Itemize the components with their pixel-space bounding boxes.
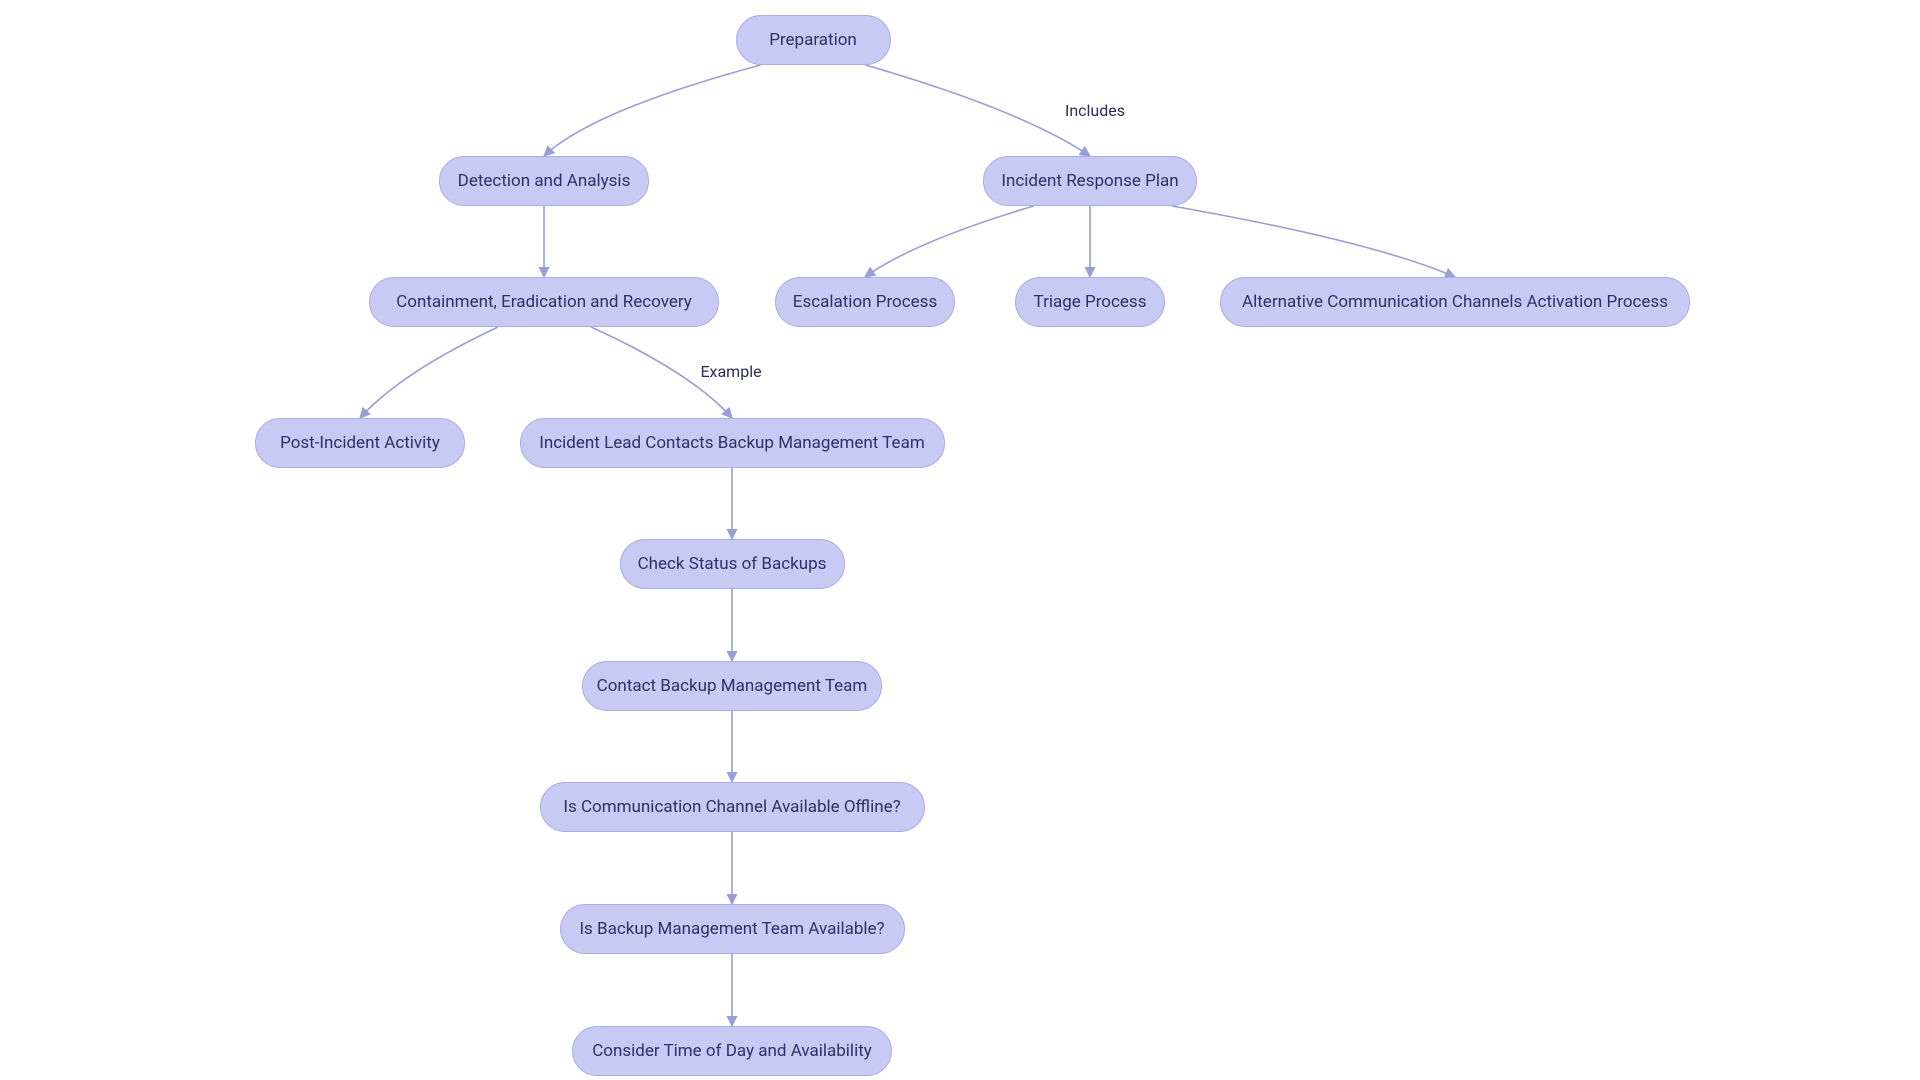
edge-irp-altcomm [1172, 206, 1455, 277]
node-triage: Triage Process [1015, 277, 1165, 327]
node-containment: Containment, Eradication and Recovery [369, 277, 719, 327]
node-checkstatus: Check Status of Backups [620, 539, 845, 589]
edge-label-containment-leadcontacts: Example [698, 362, 763, 381]
edge-containment-postincident [360, 327, 498, 418]
node-label: Incident Lead Contacts Backup Management… [539, 433, 924, 453]
node-label: Contact Backup Management Team [597, 676, 868, 696]
node-postincident: Post-Incident Activity [255, 418, 465, 468]
node-leadcontacts: Incident Lead Contacts Backup Management… [520, 418, 945, 468]
node-altcomm: Alternative Communication Channels Activ… [1220, 277, 1690, 327]
node-label: Consider Time of Day and Availability [592, 1041, 872, 1061]
edge-irp-escalation [865, 206, 1034, 277]
node-contactteam: Contact Backup Management Team [582, 661, 882, 711]
node-commavail: Is Communication Channel Available Offli… [540, 782, 925, 832]
edge-label-preparation-irp: Includes [1063, 101, 1127, 120]
node-escalation: Escalation Process [775, 277, 955, 327]
node-teamavail: Is Backup Management Team Available? [560, 904, 905, 954]
node-detection: Detection and Analysis [439, 156, 649, 206]
node-label: Is Communication Channel Available Offli… [563, 797, 900, 817]
node-label: Incident Response Plan [1001, 171, 1178, 191]
node-irp: Incident Response Plan [983, 156, 1197, 206]
node-label: Detection and Analysis [458, 171, 631, 191]
node-label: Containment, Eradication and Recovery [396, 292, 692, 312]
node-timeofday: Consider Time of Day and Availability [572, 1026, 892, 1076]
node-preparation: Preparation [736, 15, 891, 65]
node-label: Check Status of Backups [638, 554, 827, 574]
edge-preparation-detection [544, 65, 761, 156]
node-label: Escalation Process [793, 292, 937, 312]
flowchart-canvas: Preparation Detection and Analysis Inciden… [0, 0, 1920, 1080]
node-label: Alternative Communication Channels Activ… [1242, 292, 1668, 312]
node-label: Triage Process [1034, 292, 1147, 312]
edges-layer [0, 0, 1920, 1080]
edge-preparation-irp [866, 65, 1091, 156]
node-label: Is Backup Management Team Available? [579, 919, 884, 939]
node-label: Post-Incident Activity [280, 433, 440, 453]
node-label: Preparation [769, 30, 857, 50]
